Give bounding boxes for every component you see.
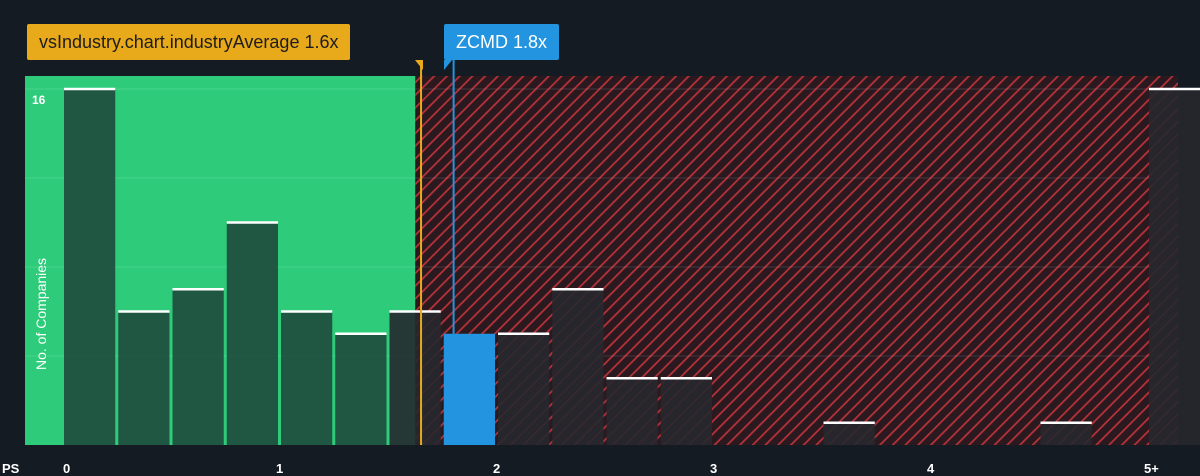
histogram-bar (443, 333, 495, 445)
industry-average-callout: vsIndustry.chart.industryAverage 1.6x (27, 24, 351, 60)
histogram-bar (823, 422, 875, 445)
x-tick-label: 3 (710, 461, 717, 476)
histogram-bar (118, 311, 170, 445)
x-tick-label: 2 (493, 461, 500, 476)
x-tick-label: 4 (927, 461, 935, 476)
histogram-bar (1040, 422, 1092, 445)
x-tick-label: 1 (276, 461, 283, 476)
histogram-bar (64, 89, 116, 445)
histogram-bar (552, 289, 604, 445)
company-callout: ZCMD 1.8x (444, 24, 560, 60)
x-axis-label: PS (2, 461, 20, 476)
company-callout-pointer (444, 60, 452, 70)
y-axis-ticks: 16 (32, 93, 46, 107)
histogram-bar (660, 378, 712, 445)
histogram-bar (498, 333, 550, 445)
x-tick-label: 0 (63, 461, 70, 476)
industry-callout-pointer (415, 60, 423, 70)
y-axis-title: No. of Companies (33, 258, 49, 370)
histogram-bar (606, 378, 658, 445)
histogram-bar (226, 222, 278, 445)
y-tick-label: 16 (32, 93, 46, 107)
x-axis-ticks: 0 1 2 3 4 5+ (63, 461, 1159, 476)
histogram-bar (1149, 89, 1200, 445)
histogram-bar (389, 311, 441, 445)
histogram-bar (281, 311, 333, 445)
histogram-bar (172, 289, 224, 445)
histogram-bar (335, 333, 387, 445)
x-tick-label: 5+ (1144, 461, 1159, 476)
histogram-bars (64, 87, 1200, 445)
